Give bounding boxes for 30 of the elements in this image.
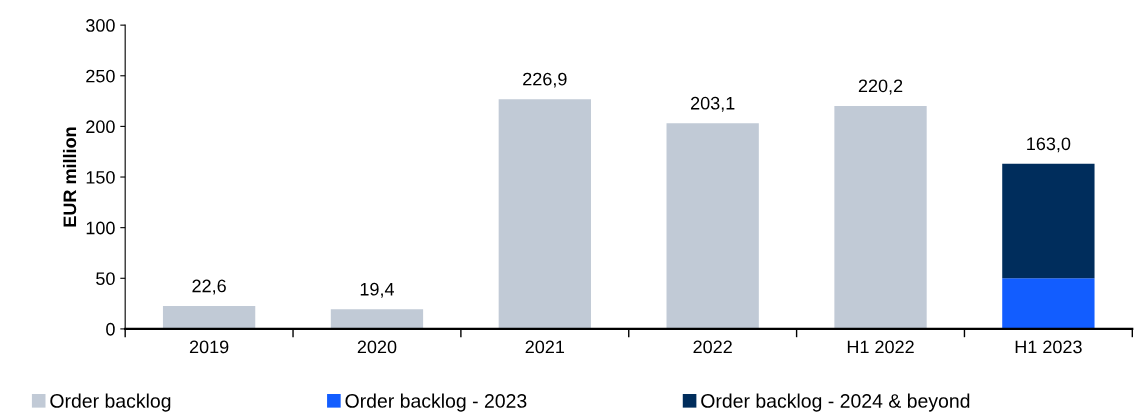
legend-label: Order backlog	[50, 393, 171, 412]
total-label: 203,1	[690, 96, 735, 112]
y-tick-label: 0	[106, 322, 115, 336]
x-tick-label: H1 2022	[847, 340, 914, 354]
legend-label: Order backlog - 2023	[345, 393, 527, 412]
y-tick-label: 50	[96, 272, 115, 286]
bar	[1002, 278, 1095, 329]
total-label: 19,4	[360, 282, 395, 298]
y-tick-label: 200	[86, 120, 115, 134]
x-tick-label: H1 2023	[1015, 340, 1082, 354]
bar	[834, 105, 927, 329]
legend-label: Order backlog - 2024 & beyond	[701, 393, 970, 412]
total-label: 220,2	[858, 79, 903, 95]
total-label: 226,9	[523, 72, 567, 88]
y-tick-label: 300	[86, 19, 115, 32]
y-tick-label: 250	[86, 69, 115, 83]
x-tick-label: 2022	[693, 340, 732, 354]
y-tick-label: 100	[86, 221, 115, 235]
x-tick-label: 2021	[525, 340, 565, 354]
x-tick-label: 2019	[189, 340, 229, 354]
y-axis-title: EUR million	[62, 127, 77, 227]
bar	[1002, 163, 1095, 279]
bar	[162, 306, 256, 329]
y-tick-label: 150	[86, 170, 115, 184]
bar	[498, 99, 591, 329]
bar	[330, 309, 424, 329]
bar	[666, 123, 759, 329]
x-tick-label: 2020	[357, 340, 397, 354]
total-label: 22,6	[192, 279, 226, 295]
total-label: 163,0	[1027, 137, 1071, 153]
